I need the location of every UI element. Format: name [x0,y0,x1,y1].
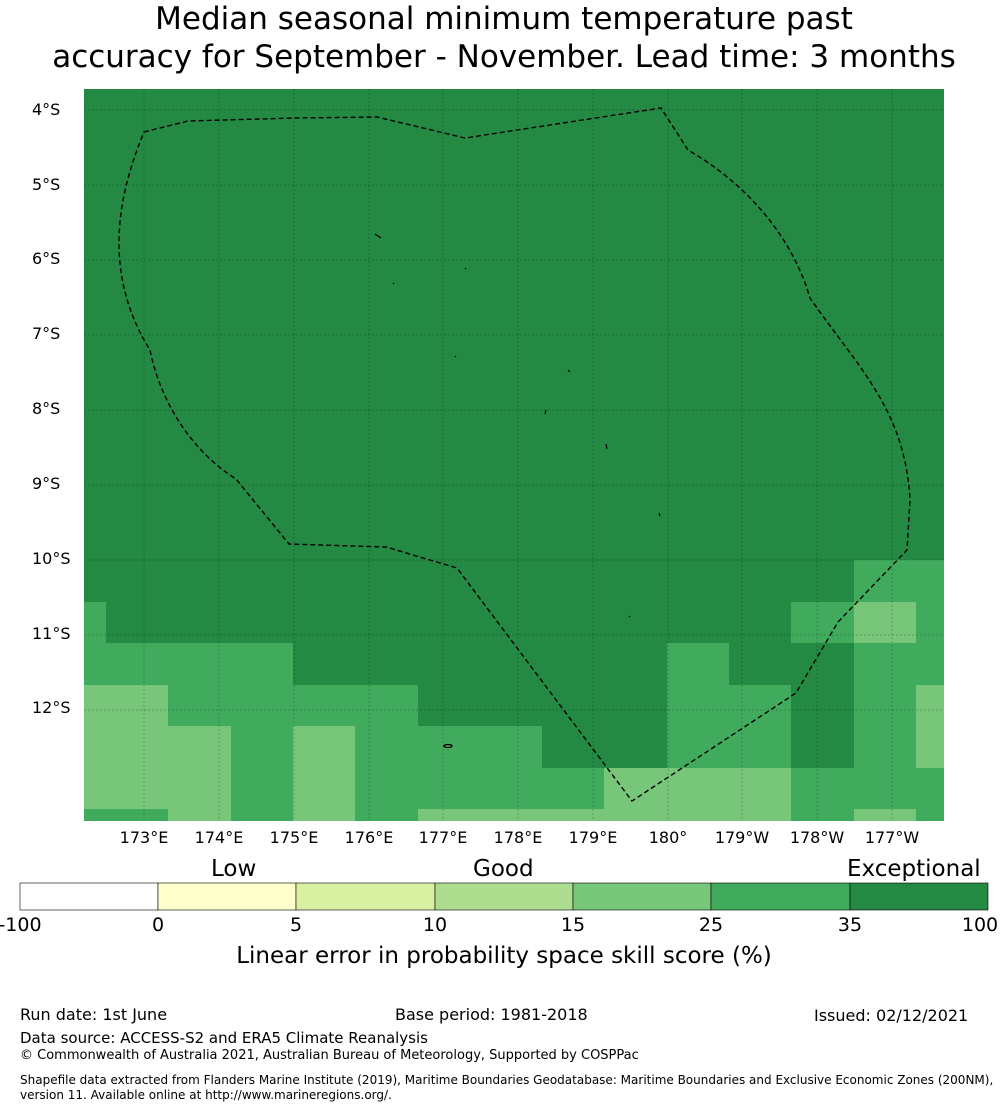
colorbar-category-low: Low [211,856,257,882]
island-marker [392,282,395,285]
grid-cell [854,809,916,821]
lat-label: 6°S [32,249,61,268]
run-date: Run date: 1st June [20,1005,168,1024]
grid-cell [84,685,168,809]
colorbar-tick: 100 [961,914,999,936]
island-marker [658,512,661,517]
lon-label: 180° [648,828,688,847]
island-marker [567,369,571,373]
lat-label: 12°S [32,698,71,717]
shapefile-credit: Shapefile data extracted from Flanders M… [20,1073,1008,1103]
gridlines [84,89,944,821]
colorbar-segment [434,882,574,911]
grid-cell [84,602,106,643]
island-marker [544,409,547,415]
lat-label: 7°S [32,324,61,343]
colorbar-category-exceptional: Exceptional [847,856,981,882]
colorbar-tick: 0 [151,914,165,936]
colorbar-segment [710,882,851,911]
lon-label: 177°E [418,828,468,847]
colorbar-tick: 15 [560,914,586,936]
lat-label: 9°S [32,474,61,493]
colorbar-segment [849,882,989,911]
island-marker [443,743,453,749]
colorbar [19,882,989,911]
grid-cell [418,809,604,821]
title-line-2: accuracy for September - November. Lead … [52,39,956,75]
lon-label: 176°E [344,828,394,847]
grid-cell [667,643,729,768]
shapefile-credit-line-2: version 11. Available online at http://w… [20,1088,392,1102]
colorbar-category-good: Good [473,856,534,882]
lat-label: 4°S [32,100,61,119]
grid-cell [418,726,542,821]
islands [374,233,661,749]
island-marker [605,443,608,450]
lat-label: 8°S [32,399,61,418]
lon-label: 175°E [269,828,319,847]
skill-grid [84,89,944,821]
data-source: Data source: ACCESS-S2 and ERA5 Climate … [20,1029,428,1047]
shapefile-credit-line-1: Shapefile data extracted from Flanders M… [20,1073,994,1087]
island-marker [374,233,382,239]
island-marker [464,267,467,270]
lon-label: 173°E [119,828,169,847]
lat-label: 10°S [32,549,71,568]
lon-label: 179°E [568,828,618,847]
island-marker [628,615,631,618]
colorbar-tick: -100 [0,914,42,936]
lon-label: 178°E [493,828,543,847]
grid-cell [916,685,944,768]
colorbar-label: Linear error in probability space skill … [236,943,772,969]
colorbar-tick: 5 [289,914,303,936]
island-marker [454,355,457,358]
grid-cell [604,768,791,821]
lon-label: 178°W [789,828,845,847]
copyright: © Commonwealth of Australia 2021, Austra… [20,1048,639,1063]
grid-cell [791,768,854,821]
grid-cell [729,685,791,768]
colorbar-tick: 25 [698,914,724,936]
colorbar-segment [572,882,712,911]
lat-label: 5°S [32,175,61,194]
grid-cell [293,726,355,821]
colorbar-tick: 35 [837,914,863,936]
title-line-1: Median seasonal minimum temperature past [155,1,853,37]
base-period: Base period: 1981-2018 [395,1005,588,1024]
colorbar-segment [295,882,436,911]
grid-cell [854,602,916,643]
chart-title: Median seasonal minimum temperature past… [0,0,1008,76]
lat-label: 11°S [32,624,71,643]
grid-cell [791,602,854,643]
issued-date: Issued: 02/12/2021 [814,1006,969,1025]
colorbar-tick: 10 [422,914,448,936]
lon-label: 179°W [714,828,770,847]
grid-cell [106,809,168,821]
lon-label: 177°W [864,828,920,847]
eez-boundary [118,107,911,802]
colorbar-segment [157,882,297,911]
colorbar-segment [19,882,159,911]
lon-label: 174°E [194,828,244,847]
grid-cell [168,726,231,821]
